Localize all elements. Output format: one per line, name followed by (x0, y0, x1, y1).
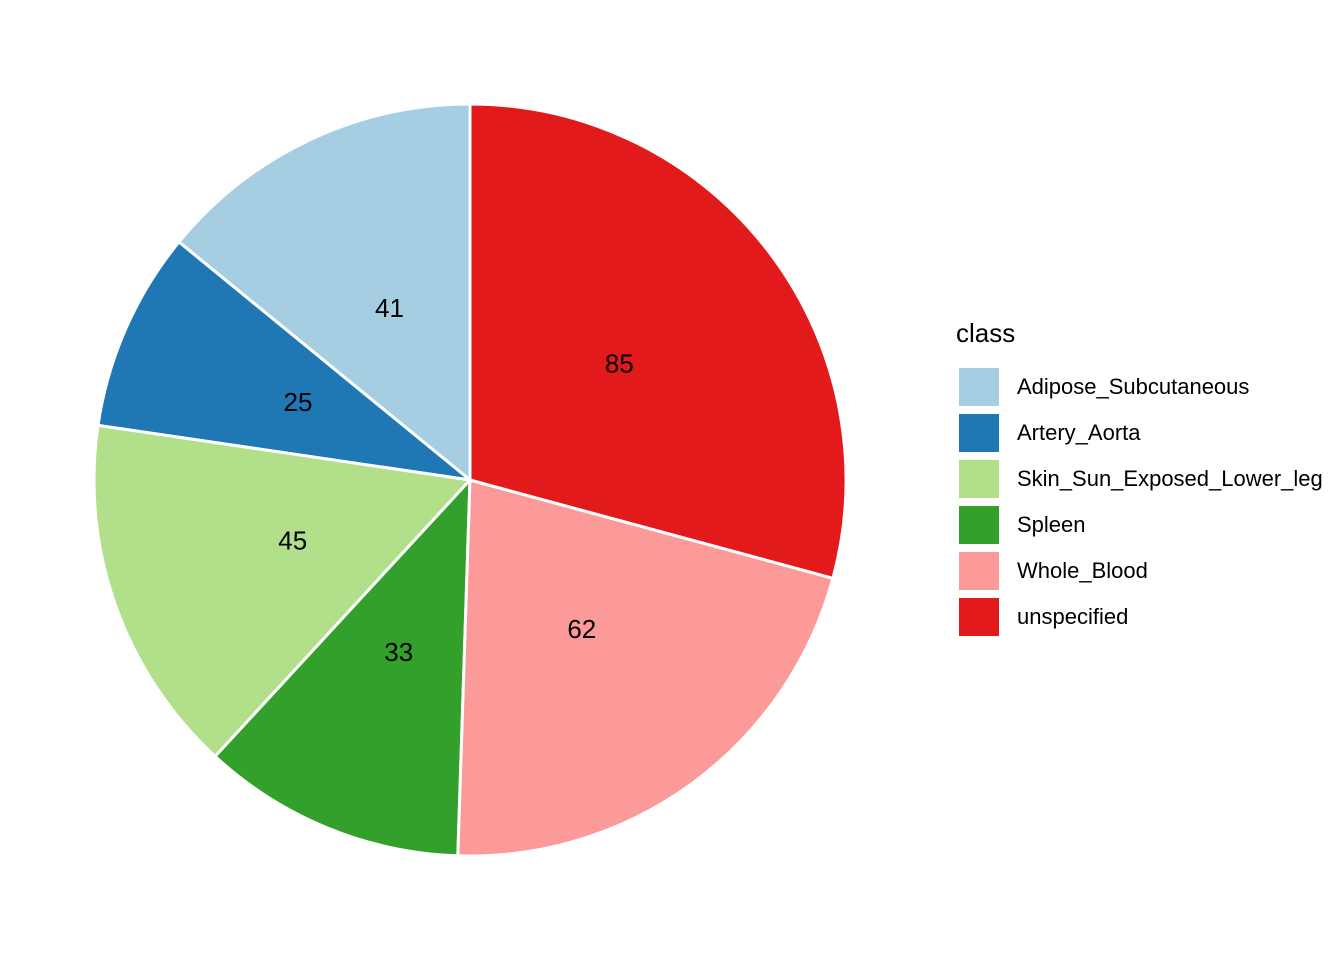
data-label: 62 (567, 614, 596, 644)
legend-key (959, 368, 999, 406)
data-label: 41 (375, 293, 404, 323)
legend-key (959, 460, 999, 498)
data-label: 25 (284, 387, 313, 417)
legend-label: Whole_Blood (1017, 558, 1148, 583)
legend-key (959, 414, 999, 452)
legend-key (959, 598, 999, 636)
legend-label: Spleen (1017, 512, 1086, 537)
legend-label: Adipose_Subcutaneous (1017, 374, 1249, 399)
legend-key (959, 506, 999, 544)
pie-slice (176, 102, 472, 484)
legend-title: class (956, 318, 1015, 348)
legend-label: Artery_Aorta (1017, 420, 1141, 445)
legend-key (959, 552, 999, 590)
pie-slice (468, 102, 848, 581)
pie-slice (92, 423, 474, 759)
legend-label: unspecified (1017, 604, 1128, 629)
data-label: 45 (278, 526, 307, 556)
legend-label: Skin_Sun_Exposed_Lower_leg (1017, 466, 1323, 491)
pie-slice (456, 478, 835, 858)
pie-slice (96, 239, 476, 483)
data-label: 85 (605, 349, 634, 379)
data-label: 33 (384, 637, 413, 667)
pie-slice (212, 476, 472, 858)
